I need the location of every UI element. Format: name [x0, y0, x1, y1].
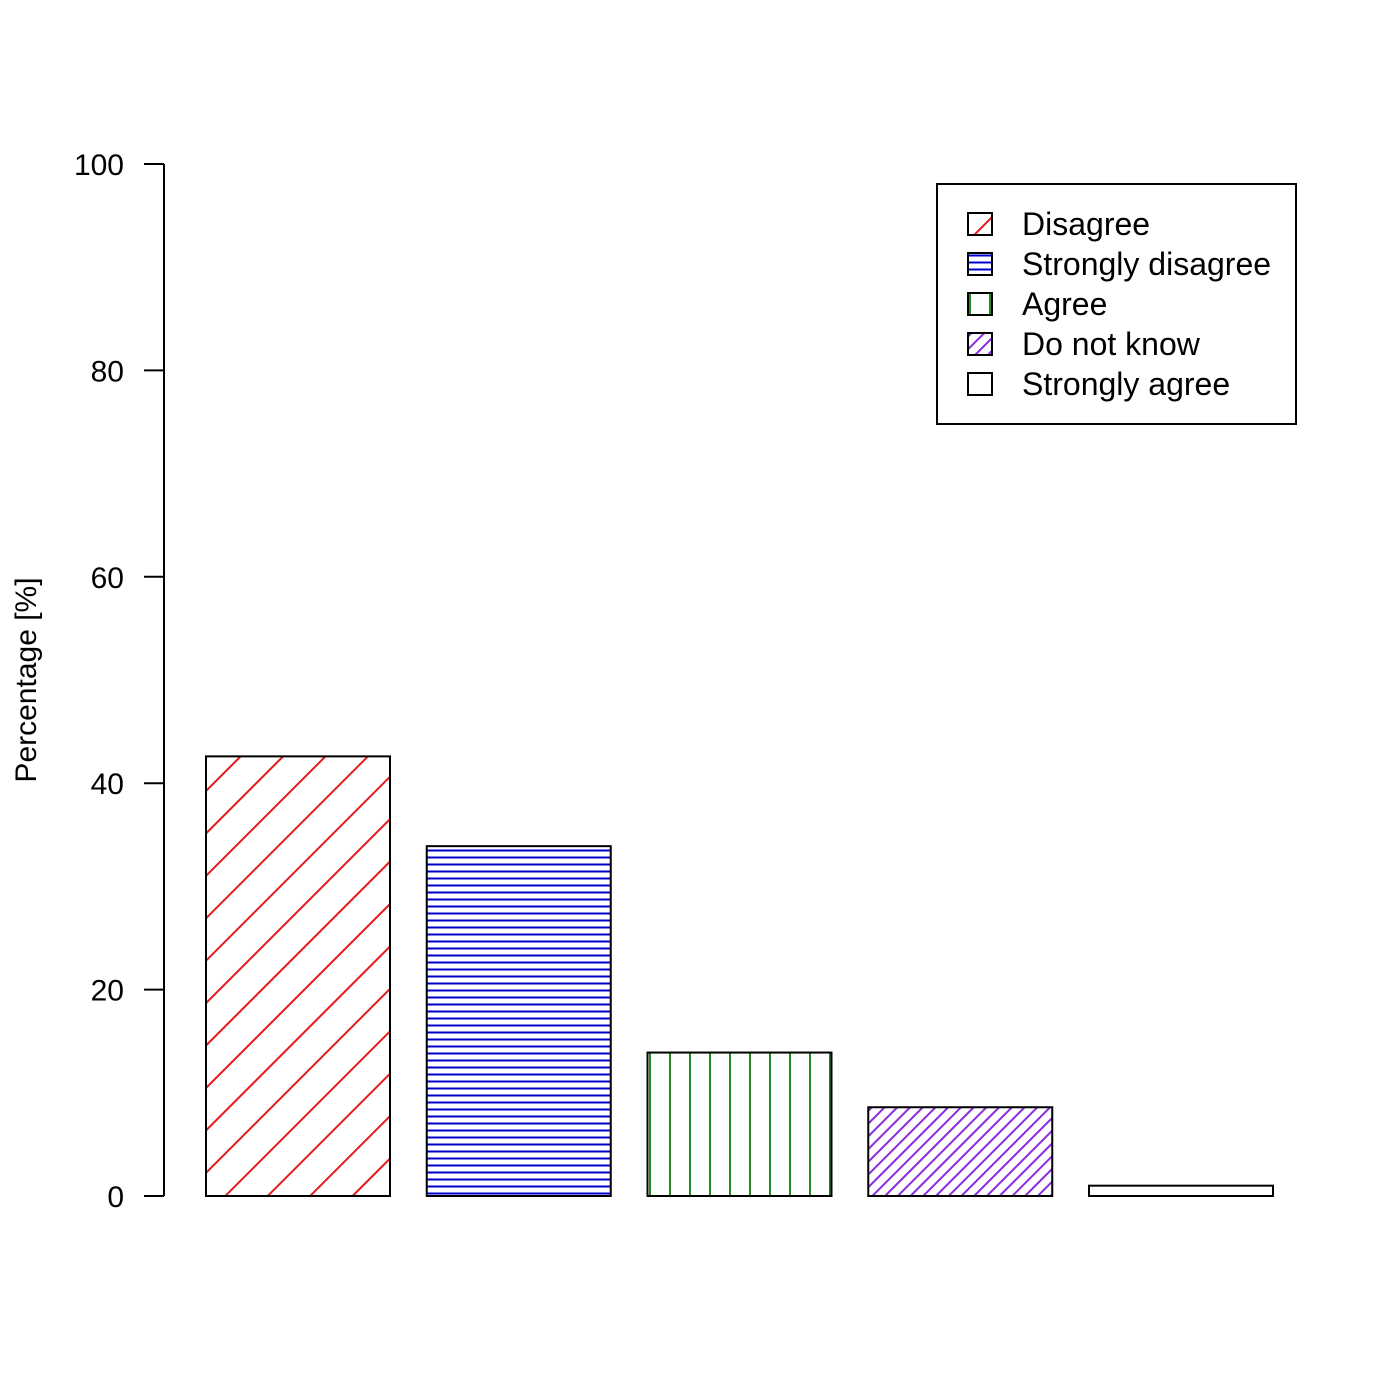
legend-label: Disagree — [1022, 206, 1150, 242]
legend: Disagree Strongly disagree Agree Do not kno… — [936, 183, 1297, 425]
legend-label: Strongly disagree — [1022, 246, 1271, 282]
y-tick-label: 0 — [107, 1181, 124, 1214]
y-axis-title: Percentage [%] — [10, 577, 43, 782]
y-tick-label: 80 — [91, 355, 124, 388]
legend-label: Strongly agree — [1022, 366, 1230, 402]
bar-do-not-know — [867, 1106, 1054, 1198]
legend-swatch — [967, 212, 993, 236]
legend-box — [936, 183, 1297, 425]
bar-strongly-disagree — [425, 845, 612, 1197]
legend-swatch — [967, 252, 993, 276]
legend-swatch — [967, 292, 993, 316]
legend-swatch — [967, 372, 993, 396]
legend-swatch — [967, 332, 993, 356]
y-tick-label: 60 — [91, 562, 124, 595]
y-axis: 0 20 40 60 80 100 — [74, 149, 165, 1214]
bar-agree — [646, 1051, 833, 1197]
legend-label: Do not know — [1022, 326, 1201, 362]
y-tick-label: 40 — [91, 768, 124, 801]
y-tick-label: 100 — [74, 149, 124, 182]
legend-label: Agree — [1022, 286, 1107, 322]
bar-strongly-agree — [1088, 1184, 1274, 1198]
bars — [205, 755, 1274, 1198]
bar-disagree — [205, 755, 391, 1197]
y-tick-label: 20 — [91, 975, 124, 1008]
